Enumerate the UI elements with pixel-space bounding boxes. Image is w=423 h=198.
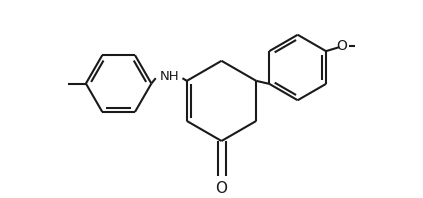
Text: O: O	[337, 39, 348, 53]
Text: O: O	[216, 181, 228, 196]
Text: NH: NH	[159, 70, 179, 83]
